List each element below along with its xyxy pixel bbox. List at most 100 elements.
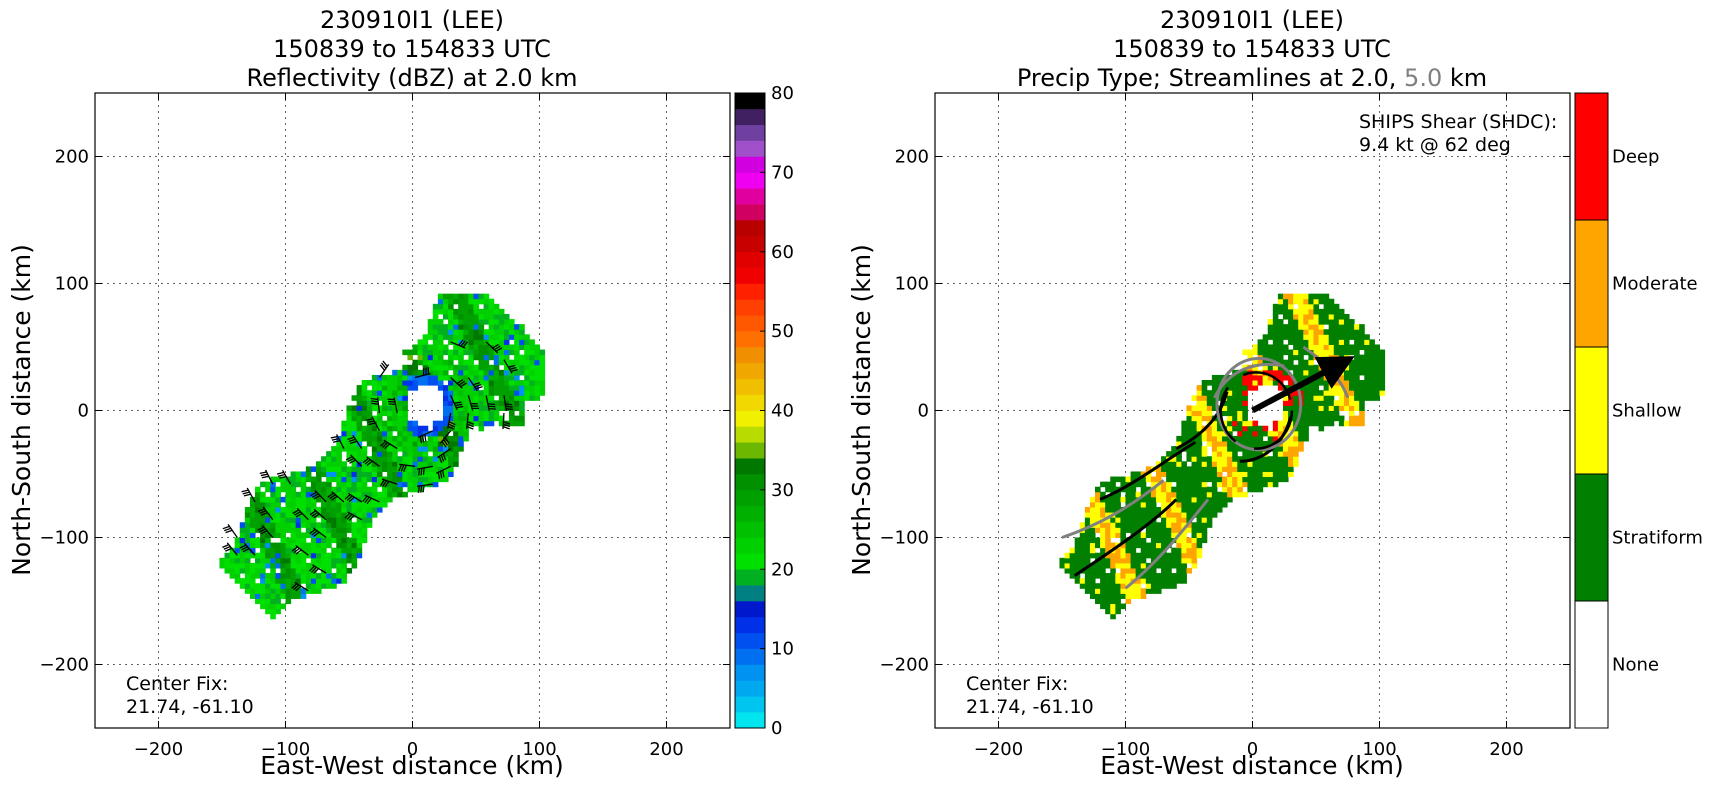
reflectivity-cell	[514, 344, 520, 351]
precip-type-cell	[1130, 491, 1137, 498]
precip-type-cell	[1120, 496, 1126, 503]
colorbar-segment	[735, 378, 765, 395]
reflectivity-cell	[280, 552, 286, 559]
precip-type-cell	[1277, 476, 1284, 483]
reflectivity-cell	[473, 395, 480, 401]
reflectivity-cell	[529, 339, 535, 345]
precip-type-cell	[1272, 344, 1279, 351]
reflectivity-cell	[321, 486, 327, 493]
reflectivity-cell	[493, 354, 500, 361]
reflectivity-cell	[407, 349, 413, 356]
precip-type-cell	[1354, 364, 1360, 371]
reflectivity-cell	[315, 466, 322, 472]
precip-type-cell	[1110, 476, 1116, 483]
precip-type-cell	[1095, 573, 1101, 579]
wind-barb	[243, 542, 256, 556]
precip-type-cell	[1308, 298, 1314, 305]
precip-type-cell	[1267, 354, 1274, 361]
precip-type-cell	[1242, 380, 1248, 386]
reflectivity-cell	[346, 542, 353, 549]
colorbar-segment	[735, 696, 765, 713]
wind-barb-flag	[225, 547, 233, 552]
precip-type-cell	[1374, 364, 1380, 371]
reflectivity-cell	[473, 298, 480, 305]
reflectivity-cell	[458, 303, 464, 310]
colorbar-segment	[735, 93, 765, 110]
precip-type-cell	[1186, 491, 1193, 498]
precip-type-cell	[1252, 425, 1259, 432]
reflectivity-cell	[351, 542, 358, 549]
reflectivity-cell	[376, 451, 383, 457]
precip-type-cell	[1186, 557, 1193, 564]
wind-barb-flag	[420, 468, 423, 476]
reflectivity-cell	[392, 410, 398, 417]
precip-type-cell	[1211, 440, 1218, 447]
reflectivity-cell	[448, 329, 454, 335]
reflectivity-cell	[346, 456, 353, 462]
wind-barb-flag	[384, 481, 390, 488]
reflectivity-cell	[356, 420, 363, 427]
reflectivity-cell	[376, 507, 383, 513]
reflectivity-cell	[356, 395, 363, 401]
precip-type-cell	[1262, 440, 1269, 447]
precip-type-cell	[1227, 481, 1233, 488]
precip-type-cell	[1257, 486, 1264, 493]
precip-type-cell	[1272, 313, 1279, 320]
reflectivity-cell	[519, 369, 525, 376]
precip-type-cell	[1237, 425, 1243, 432]
precip-type-cell	[1089, 583, 1096, 589]
reflectivity-cell	[519, 405, 525, 411]
precip-type-cell	[1125, 512, 1132, 518]
colorbar-segment	[735, 648, 765, 665]
reflectivity-cell	[387, 486, 393, 493]
wind-barb-flag	[310, 566, 317, 573]
precip-type-cell	[1293, 354, 1299, 361]
reflectivity-cell	[300, 517, 307, 523]
reflectivity-cell	[371, 451, 378, 457]
reflectivity-cell	[234, 547, 241, 554]
reflectivity-cell	[407, 476, 413, 483]
reflectivity-cell	[448, 293, 454, 300]
reflectivity-cell	[341, 491, 347, 498]
precip-type-cell	[1237, 395, 1243, 401]
wind-barb-flag	[276, 471, 284, 475]
precip-type-cell	[1191, 501, 1198, 508]
reflectivity-cell	[473, 344, 480, 351]
precip-type-cell	[1181, 486, 1187, 493]
reflectivity-cell	[376, 435, 383, 442]
precip-type-cell	[1181, 532, 1187, 538]
precip-type-cell	[1237, 430, 1243, 437]
reflectivity-cell	[361, 501, 368, 508]
reflectivity-cell	[524, 349, 530, 356]
precip-type-cell	[1323, 308, 1330, 315]
precip-type-cell	[1359, 324, 1365, 330]
precip-type-cell	[1328, 329, 1335, 335]
precip-type-cell	[1318, 410, 1325, 417]
precip-type-cell	[1130, 496, 1137, 503]
reflectivity-cell	[503, 380, 510, 386]
precip-type-cell	[1161, 527, 1167, 533]
precip-type-cell	[1328, 380, 1335, 386]
reflectivity-cell	[295, 476, 302, 483]
reflectivity-cell	[442, 385, 449, 391]
reflectivity-cell	[224, 562, 231, 569]
reflectivity-cell	[478, 308, 485, 315]
reflectivity-cell	[341, 537, 347, 544]
reflectivity-cell	[478, 313, 485, 320]
reflectivity-cell	[453, 329, 459, 335]
precip-type-cell	[1252, 440, 1259, 447]
reflectivity-cell	[503, 395, 510, 401]
precip-type-cell	[1242, 435, 1248, 442]
reflectivity-cell	[331, 578, 337, 584]
plot-frame-panel1	[94, 92, 731, 729]
reflectivity-cell	[483, 313, 490, 320]
reflectivity-cell	[382, 395, 388, 401]
precip-type-cell	[1130, 522, 1137, 528]
reflectivity-cell	[346, 451, 353, 457]
precip-type-cell	[1166, 461, 1172, 467]
reflectivity-cell	[473, 329, 480, 335]
precip-type-cell	[1196, 390, 1203, 396]
reflectivity-cell	[478, 293, 485, 300]
precip-type-cell	[1379, 364, 1386, 371]
reflectivity-cell	[397, 491, 403, 498]
